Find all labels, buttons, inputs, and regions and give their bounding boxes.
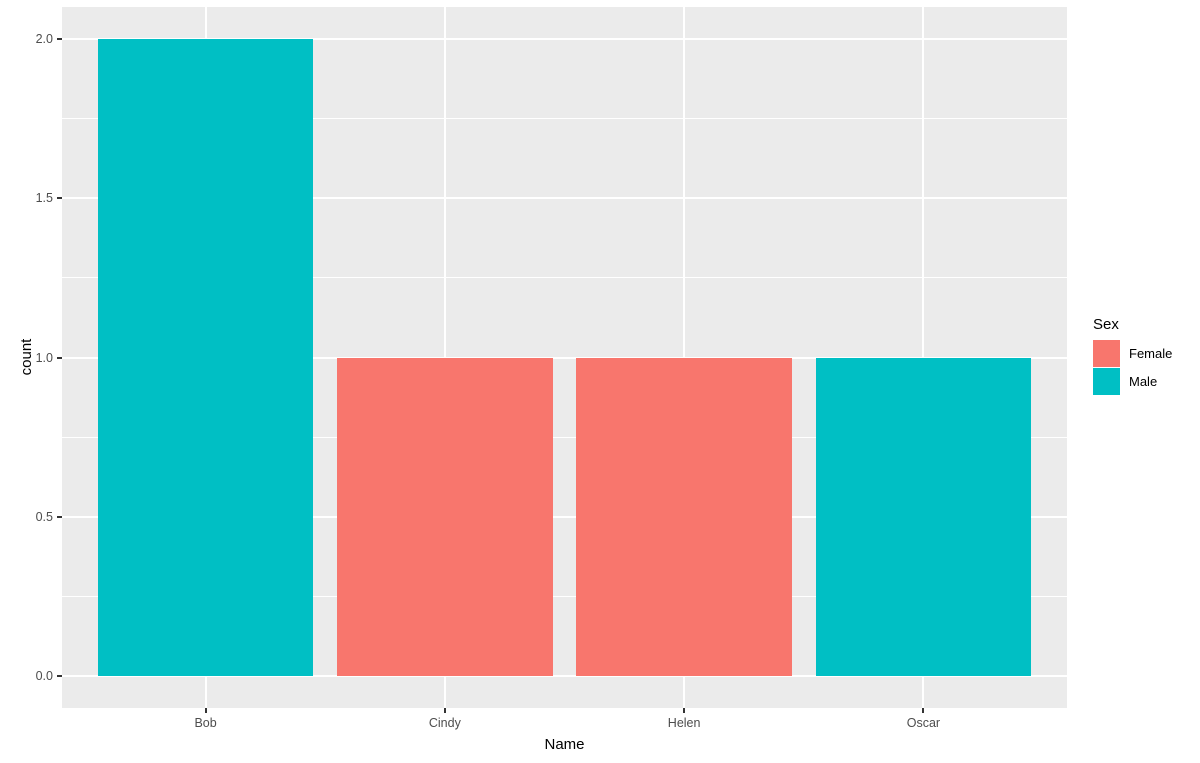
gridline-minor-y bbox=[62, 277, 1067, 279]
y-tick-label: 0.0 bbox=[35, 669, 53, 684]
legend-swatch-male bbox=[1093, 368, 1120, 395]
x-tick-mark bbox=[683, 708, 686, 713]
x-tick-label: Oscar bbox=[906, 716, 941, 730]
bar-oscar bbox=[815, 357, 1032, 677]
bar-cindy bbox=[337, 357, 553, 677]
y-tick-mark bbox=[57, 515, 62, 518]
y-tick-label: 1.0 bbox=[35, 350, 53, 365]
legend-title: Sex bbox=[1093, 316, 1119, 333]
legend: Sex Female Male bbox=[1093, 316, 1199, 396]
gridline-major-y bbox=[62, 197, 1067, 200]
gridline-major-y bbox=[62, 515, 1067, 518]
x-tick-mark bbox=[443, 708, 446, 713]
gridline-minor-y bbox=[62, 436, 1067, 438]
legend-label: Female bbox=[1129, 346, 1173, 361]
legend-entry-female: Female bbox=[1093, 340, 1199, 367]
bar-helen bbox=[576, 357, 792, 677]
gridline-major-y bbox=[62, 675, 1067, 678]
legend-entries: Female Male bbox=[1093, 340, 1199, 395]
y-tick-mark bbox=[57, 37, 62, 40]
y-tick-mark bbox=[57, 675, 62, 678]
x-tick-mark bbox=[922, 708, 925, 713]
legend-entry-male: Male bbox=[1093, 368, 1199, 395]
gridline-major-y bbox=[62, 37, 1067, 40]
y-tick-mark bbox=[57, 356, 62, 359]
legend-swatch-female bbox=[1093, 340, 1120, 367]
gridline-minor-y bbox=[62, 595, 1067, 597]
x-tick-label: Cindy bbox=[428, 716, 461, 730]
gridline-minor-y bbox=[62, 118, 1067, 120]
legend-label: Male bbox=[1129, 374, 1158, 389]
bar-bob bbox=[97, 38, 314, 677]
x-tick-label: Bob bbox=[194, 716, 217, 730]
y-tick-mark bbox=[57, 197, 62, 200]
y-tick-label: 1.5 bbox=[35, 191, 53, 206]
x-axis-title: Name bbox=[544, 736, 585, 753]
gridline-major-y bbox=[62, 356, 1067, 359]
x-tick-label: Helen bbox=[667, 716, 701, 730]
plot-panel bbox=[62, 7, 1067, 708]
x-tick-mark bbox=[204, 708, 207, 713]
y-tick-label: 0.5 bbox=[35, 509, 53, 524]
y-tick-label: 2.0 bbox=[35, 31, 53, 46]
